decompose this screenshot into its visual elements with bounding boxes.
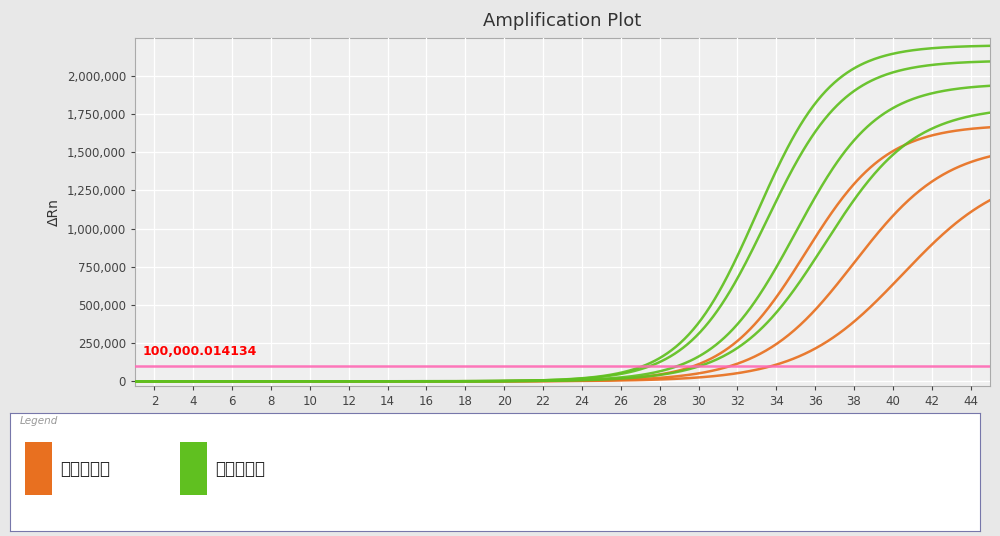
Text: 100,000.014134: 100,000.014134 xyxy=(143,345,257,358)
Text: Legend: Legend xyxy=(20,416,58,426)
Bar xyxy=(25,442,52,495)
Y-axis label: ΔRn: ΔRn xyxy=(47,198,61,226)
Title: Amplification Plot: Amplification Plot xyxy=(483,12,642,31)
Text: 达安释放剂: 达安释放剂 xyxy=(60,460,110,478)
X-axis label: Cycle: Cycle xyxy=(544,413,582,428)
Text: 对照释放剂: 对照释放剂 xyxy=(216,460,266,478)
Bar xyxy=(180,442,207,495)
